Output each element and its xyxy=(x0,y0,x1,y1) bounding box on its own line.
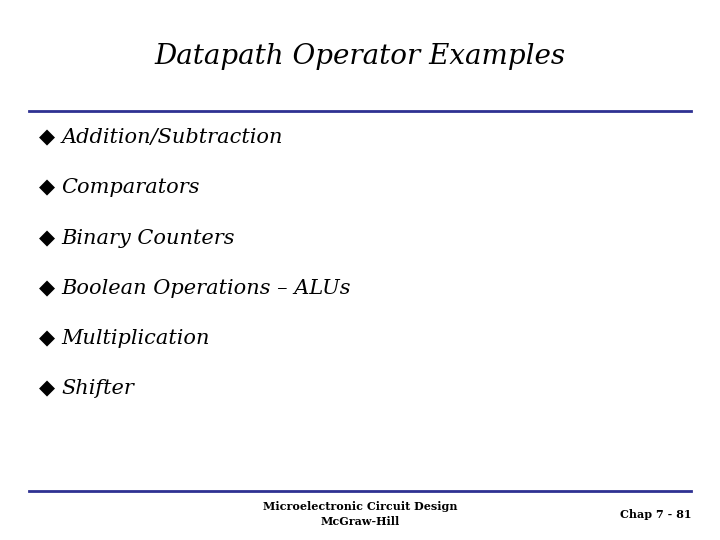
Text: Shifter: Shifter xyxy=(61,379,134,399)
Text: Addition/Subtraction: Addition/Subtraction xyxy=(61,128,283,147)
Text: Datapath Operator Examples: Datapath Operator Examples xyxy=(154,43,566,70)
Text: Comparators: Comparators xyxy=(61,178,199,198)
Text: ◆: ◆ xyxy=(39,328,55,349)
Text: Binary Counters: Binary Counters xyxy=(61,228,235,248)
Text: Boolean Operations – ALUs: Boolean Operations – ALUs xyxy=(61,279,351,298)
Text: Chap 7 - 81: Chap 7 - 81 xyxy=(620,509,691,519)
Text: Multiplication: Multiplication xyxy=(61,329,210,348)
Text: ◆: ◆ xyxy=(39,278,55,299)
Text: ◆: ◆ xyxy=(39,228,55,248)
Text: ◆: ◆ xyxy=(39,178,55,198)
Text: ◆: ◆ xyxy=(39,127,55,148)
Text: ◆: ◆ xyxy=(39,379,55,399)
Text: Microelectronic Circuit Design
McGraw-Hill: Microelectronic Circuit Design McGraw-Hi… xyxy=(263,501,457,527)
